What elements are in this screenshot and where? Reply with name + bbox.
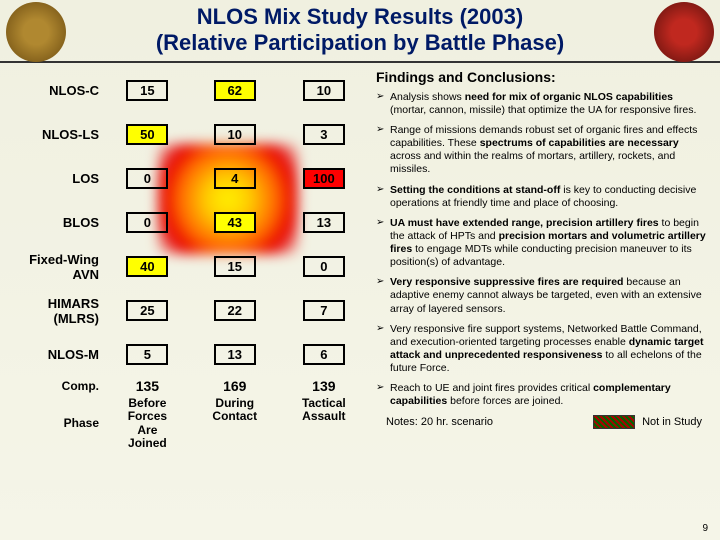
grid: NLOS-C156210NLOS-LS50103LOS04100BLOS0431… — [8, 69, 368, 451]
data-cell: 3 — [280, 113, 368, 157]
page-number: 9 — [702, 523, 708, 534]
data-cell: 15 — [105, 69, 190, 113]
row-label: LOS — [8, 157, 105, 201]
content: NLOS-C156210NLOS-LS50103LOS04100BLOS0431… — [0, 63, 720, 451]
value: 100 — [303, 168, 345, 189]
phase-label: Phase — [8, 395, 105, 451]
hatch-icon — [593, 415, 635, 429]
value: 10 — [303, 80, 345, 101]
data-cell: 7 — [280, 289, 368, 333]
comp-value: 135 — [105, 377, 190, 395]
data-cell: 62 — [190, 69, 280, 113]
data-cell: 43 — [190, 201, 280, 245]
value: 7 — [303, 300, 345, 321]
findings-list: Analysis shows need for mix of organic N… — [376, 91, 712, 409]
value: 0 — [126, 168, 168, 189]
comp-value: 139 — [280, 377, 368, 395]
finding-item: Very responsive fire support systems, Ne… — [376, 323, 712, 376]
data-cell: 25 — [105, 289, 190, 333]
data-cell: 40 — [105, 245, 190, 289]
value: 50 — [126, 124, 168, 145]
row-label: NLOS-LS — [8, 113, 105, 157]
value: 25 — [126, 300, 168, 321]
row-label: Fixed-WingAVN — [8, 245, 105, 289]
value: 0 — [303, 256, 345, 277]
value: 10 — [214, 124, 256, 145]
data-cell: 13 — [280, 201, 368, 245]
value: 43 — [214, 212, 256, 233]
value: 6 — [303, 344, 345, 365]
value: 22 — [214, 300, 256, 321]
seal-right-icon — [654, 2, 714, 62]
comp-label: Comp. — [8, 377, 105, 395]
data-cell: 22 — [190, 289, 280, 333]
legend-label: Not in Study — [642, 416, 702, 428]
data-table: NLOS-C156210NLOS-LS50103LOS04100BLOS0431… — [8, 69, 368, 451]
legend: Not in Study — [593, 415, 702, 429]
footer: Notes: 20 hr. scenario Not in Study — [376, 415, 712, 429]
value: 15 — [214, 256, 256, 277]
value: 4 — [214, 168, 256, 189]
row-label: NLOS-M — [8, 333, 105, 377]
data-cell: 50 — [105, 113, 190, 157]
row-label: BLOS — [8, 201, 105, 245]
value: 13 — [214, 344, 256, 365]
value: 13 — [303, 212, 345, 233]
value: 5 — [126, 344, 168, 365]
value: 3 — [303, 124, 345, 145]
data-cell: 6 — [280, 333, 368, 377]
data-table-area: NLOS-C156210NLOS-LS50103LOS04100BLOS0431… — [8, 69, 368, 451]
data-cell: 0 — [105, 157, 190, 201]
row-label: HIMARS (MLRS) — [8, 289, 105, 333]
notes: Notes: 20 hr. scenario — [386, 416, 493, 428]
title-line1: NLOS Mix Study Results (2003) — [156, 4, 564, 30]
finding-item: Range of missions demands robust set of … — [376, 124, 712, 177]
row-label: NLOS-C — [8, 69, 105, 113]
finding-item: Reach to UE and joint fires provides cri… — [376, 382, 712, 408]
seal-left-icon — [6, 2, 66, 62]
value: 15 — [126, 80, 168, 101]
value: 62 — [214, 80, 256, 101]
data-cell: 0 — [280, 245, 368, 289]
header: NLOS Mix Study Results (2003) (Relative … — [0, 0, 720, 63]
finding-item: Setting the conditions at stand-off is k… — [376, 184, 712, 210]
data-cell: 5 — [105, 333, 190, 377]
value: 40 — [126, 256, 168, 277]
col-header: BeforeForcesAreJoined — [105, 395, 190, 451]
data-cell: 100 — [280, 157, 368, 201]
findings: Findings and Conclusions: Analysis shows… — [376, 69, 712, 451]
page-title: NLOS Mix Study Results (2003) (Relative … — [156, 4, 564, 57]
value: 0 — [126, 212, 168, 233]
data-cell: 4 — [190, 157, 280, 201]
data-cell: 13 — [190, 333, 280, 377]
col-header: DuringContact — [190, 395, 280, 451]
finding-item: Analysis shows need for mix of organic N… — [376, 91, 712, 117]
findings-heading: Findings and Conclusions: — [376, 69, 712, 85]
data-cell: 10 — [280, 69, 368, 113]
finding-item: Very responsive suppressive fires are re… — [376, 276, 712, 315]
data-cell: 15 — [190, 245, 280, 289]
col-header: TacticalAssault — [280, 395, 368, 451]
title-line2: (Relative Participation by Battle Phase) — [156, 30, 564, 56]
comp-value: 169 — [190, 377, 280, 395]
data-cell: 10 — [190, 113, 280, 157]
finding-item: UA must have extended range, precision a… — [376, 217, 712, 270]
data-cell: 0 — [105, 201, 190, 245]
